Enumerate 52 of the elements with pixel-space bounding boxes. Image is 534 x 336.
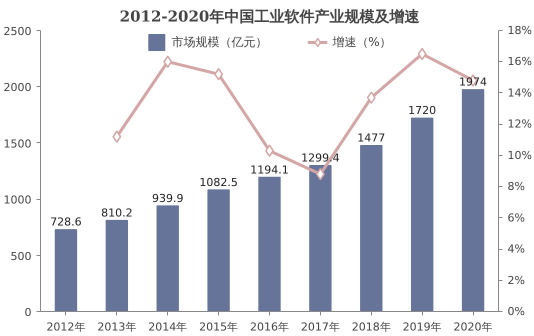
point bbox=[366, 91, 376, 104]
bar bbox=[54, 229, 78, 312]
data-label: 939.9 bbox=[152, 192, 184, 205]
data-label: 1082.5 bbox=[199, 176, 238, 189]
bar bbox=[309, 164, 332, 312]
y-tick-label: 0 bbox=[24, 306, 32, 319]
x-tick-label: 2017年 bbox=[300, 320, 340, 334]
data-label: 1194.1 bbox=[250, 163, 289, 176]
y2-tick-label: 2% bbox=[508, 274, 525, 287]
point bbox=[163, 55, 172, 68]
data-label: 1720 bbox=[408, 104, 436, 118]
x-tick-label: 2015年 bbox=[199, 320, 238, 334]
y-tick-label: 2000 bbox=[4, 81, 32, 94]
x-tick-label: 2012年 bbox=[46, 320, 86, 334]
y2-tick-label: 16% bbox=[508, 55, 532, 68]
point bbox=[112, 130, 122, 143]
y-tick-label: 1500 bbox=[4, 137, 32, 150]
x-tick-label: 2013年 bbox=[97, 320, 136, 334]
x-tick-label: 2016年 bbox=[250, 320, 290, 334]
bar bbox=[360, 144, 382, 312]
chart-title: 2012-2020年中国工业软件产业规模及增速 bbox=[120, 8, 420, 26]
y2-tick-label: 6% bbox=[508, 211, 525, 224]
x-tick-label: 2018年 bbox=[352, 320, 391, 334]
y2-tick-label: 14% bbox=[508, 86, 532, 100]
legend-label: 市场规模（亿元） bbox=[171, 34, 268, 50]
point bbox=[316, 168, 325, 180]
legend-label: 增速（%） bbox=[332, 34, 392, 50]
y2-tick-label: 12% bbox=[508, 118, 532, 131]
bar bbox=[462, 89, 484, 312]
y2-tick-label: 0% bbox=[508, 305, 525, 318]
y2-tick-label: 18% bbox=[508, 24, 532, 37]
y-tick-label: 500 bbox=[10, 250, 32, 263]
y2-tick-label: 4% bbox=[508, 242, 525, 256]
bar bbox=[410, 118, 434, 312]
x-tick-label: 2019年 bbox=[402, 320, 442, 334]
point bbox=[418, 48, 427, 60]
y-tick-label: 1000 bbox=[4, 194, 32, 207]
data-label: 1974 bbox=[459, 76, 488, 89]
y2-tick-label: 8% bbox=[508, 180, 525, 194]
point bbox=[214, 68, 224, 80]
bar bbox=[258, 176, 281, 312]
data-label: 728.6 bbox=[50, 216, 82, 229]
bar bbox=[207, 189, 230, 312]
x-tick-label: 2014年 bbox=[148, 320, 188, 334]
y2-tick-label: 10% bbox=[508, 148, 532, 162]
bar bbox=[106, 220, 128, 312]
data-label: 1299.4 bbox=[301, 151, 340, 164]
bar bbox=[156, 205, 179, 312]
data-label: 1477 bbox=[357, 131, 386, 144]
x-tick-label: 2020年 bbox=[454, 320, 493, 334]
y-tick-label: 2500 bbox=[4, 25, 32, 38]
data-label: 810.2 bbox=[101, 206, 133, 220]
